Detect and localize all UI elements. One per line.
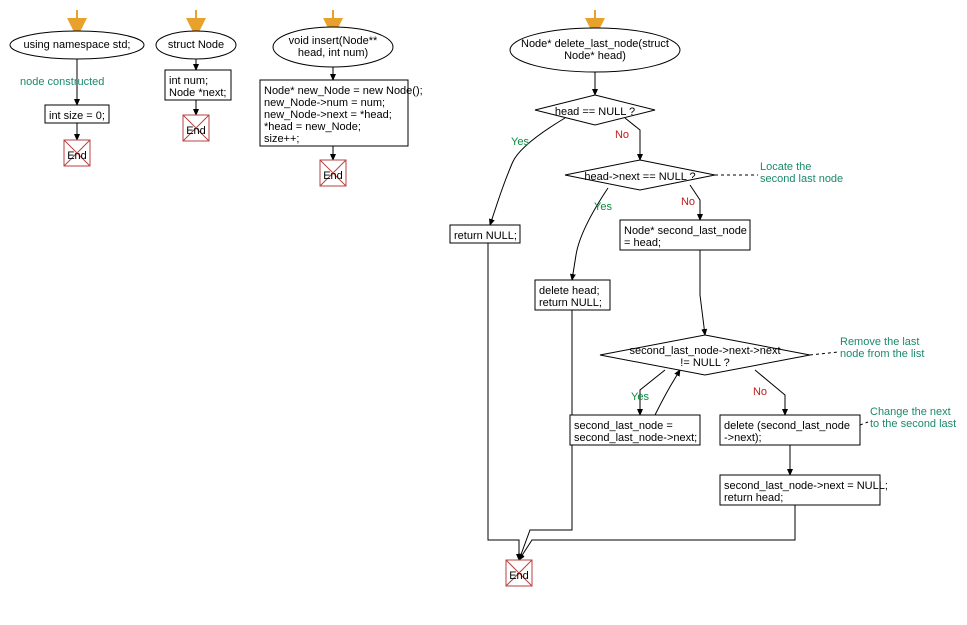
svg-text:using namespace std;: using namespace std; bbox=[23, 39, 130, 51]
svg-text:return head;: return head; bbox=[724, 492, 783, 504]
svg-text:End: End bbox=[509, 570, 529, 582]
svg-text:struct Node: struct Node bbox=[168, 39, 224, 51]
svg-text:!= NULL ?: != NULL ? bbox=[680, 357, 729, 369]
svg-text:second_last_node->next = NULL;: second_last_node->next = NULL; bbox=[724, 480, 888, 492]
svg-text:Node *next;: Node *next; bbox=[169, 87, 226, 99]
edge bbox=[655, 370, 680, 415]
svg-text:return NULL;: return NULL; bbox=[539, 297, 602, 309]
edge bbox=[860, 422, 868, 425]
svg-text:head == NULL ?: head == NULL ? bbox=[555, 106, 635, 118]
svg-text:No: No bbox=[753, 386, 767, 398]
svg-text:End: End bbox=[186, 125, 206, 137]
svg-text:int size = 0;: int size = 0; bbox=[49, 110, 105, 122]
svg-text:new_Node->num = num;: new_Node->num = num; bbox=[264, 97, 385, 109]
svg-text:head, int num): head, int num) bbox=[298, 47, 368, 59]
edge bbox=[519, 310, 572, 560]
svg-text:second_last_node =: second_last_node = bbox=[574, 420, 673, 432]
svg-text:delete head;: delete head; bbox=[539, 285, 600, 297]
edge bbox=[490, 118, 565, 225]
svg-text:->next);: ->next); bbox=[724, 432, 762, 444]
svg-text:Yes: Yes bbox=[594, 201, 612, 213]
svg-text:int num;: int num; bbox=[169, 75, 208, 87]
svg-text:second last node: second last node bbox=[760, 173, 843, 185]
svg-text:Change the next: Change the next bbox=[870, 406, 951, 418]
svg-text:Node* delete_last_node(struct: Node* delete_last_node(struct bbox=[521, 38, 669, 50]
svg-text:No: No bbox=[615, 129, 629, 141]
svg-text:second_last_node->next;: second_last_node->next; bbox=[574, 432, 697, 444]
svg-text:Yes: Yes bbox=[631, 391, 649, 403]
svg-text:Yes: Yes bbox=[511, 136, 529, 148]
edge bbox=[519, 505, 795, 560]
svg-text:= head;: = head; bbox=[624, 237, 661, 249]
svg-text:void insert(Node**: void insert(Node** bbox=[289, 35, 378, 47]
svg-text:second_last_node->next->next: second_last_node->next->next bbox=[629, 345, 780, 357]
svg-text:Remove the last: Remove the last bbox=[840, 336, 919, 348]
svg-text:size++;: size++; bbox=[264, 133, 299, 145]
svg-text:No: No bbox=[681, 196, 695, 208]
edge bbox=[488, 243, 519, 560]
svg-text:Node* head): Node* head) bbox=[564, 50, 626, 62]
svg-text:*head = new_Node;: *head = new_Node; bbox=[264, 121, 361, 133]
svg-text:End: End bbox=[323, 170, 343, 182]
svg-text:return NULL;: return NULL; bbox=[454, 230, 517, 242]
edge bbox=[700, 250, 705, 335]
flowchart-canvas: using namespace std; node constructed int … bbox=[0, 0, 967, 625]
svg-text:End: End bbox=[67, 150, 87, 162]
svg-text:delete (second_last_node: delete (second_last_node bbox=[724, 420, 850, 432]
svg-text:Locate the: Locate the bbox=[760, 161, 811, 173]
svg-text:Node* second_last_node: Node* second_last_node bbox=[624, 225, 747, 237]
edge bbox=[810, 352, 838, 355]
svg-text:node from the list: node from the list bbox=[840, 348, 924, 360]
svg-text:head->next == NULL ?: head->next == NULL ? bbox=[584, 171, 695, 183]
svg-text:new_Node->next = *head;: new_Node->next = *head; bbox=[264, 109, 392, 121]
svg-text:node constructed: node constructed bbox=[20, 76, 104, 88]
svg-text:Node* new_Node = new Node();: Node* new_Node = new Node(); bbox=[264, 85, 423, 97]
svg-text:to the second last: to the second last bbox=[870, 418, 956, 430]
